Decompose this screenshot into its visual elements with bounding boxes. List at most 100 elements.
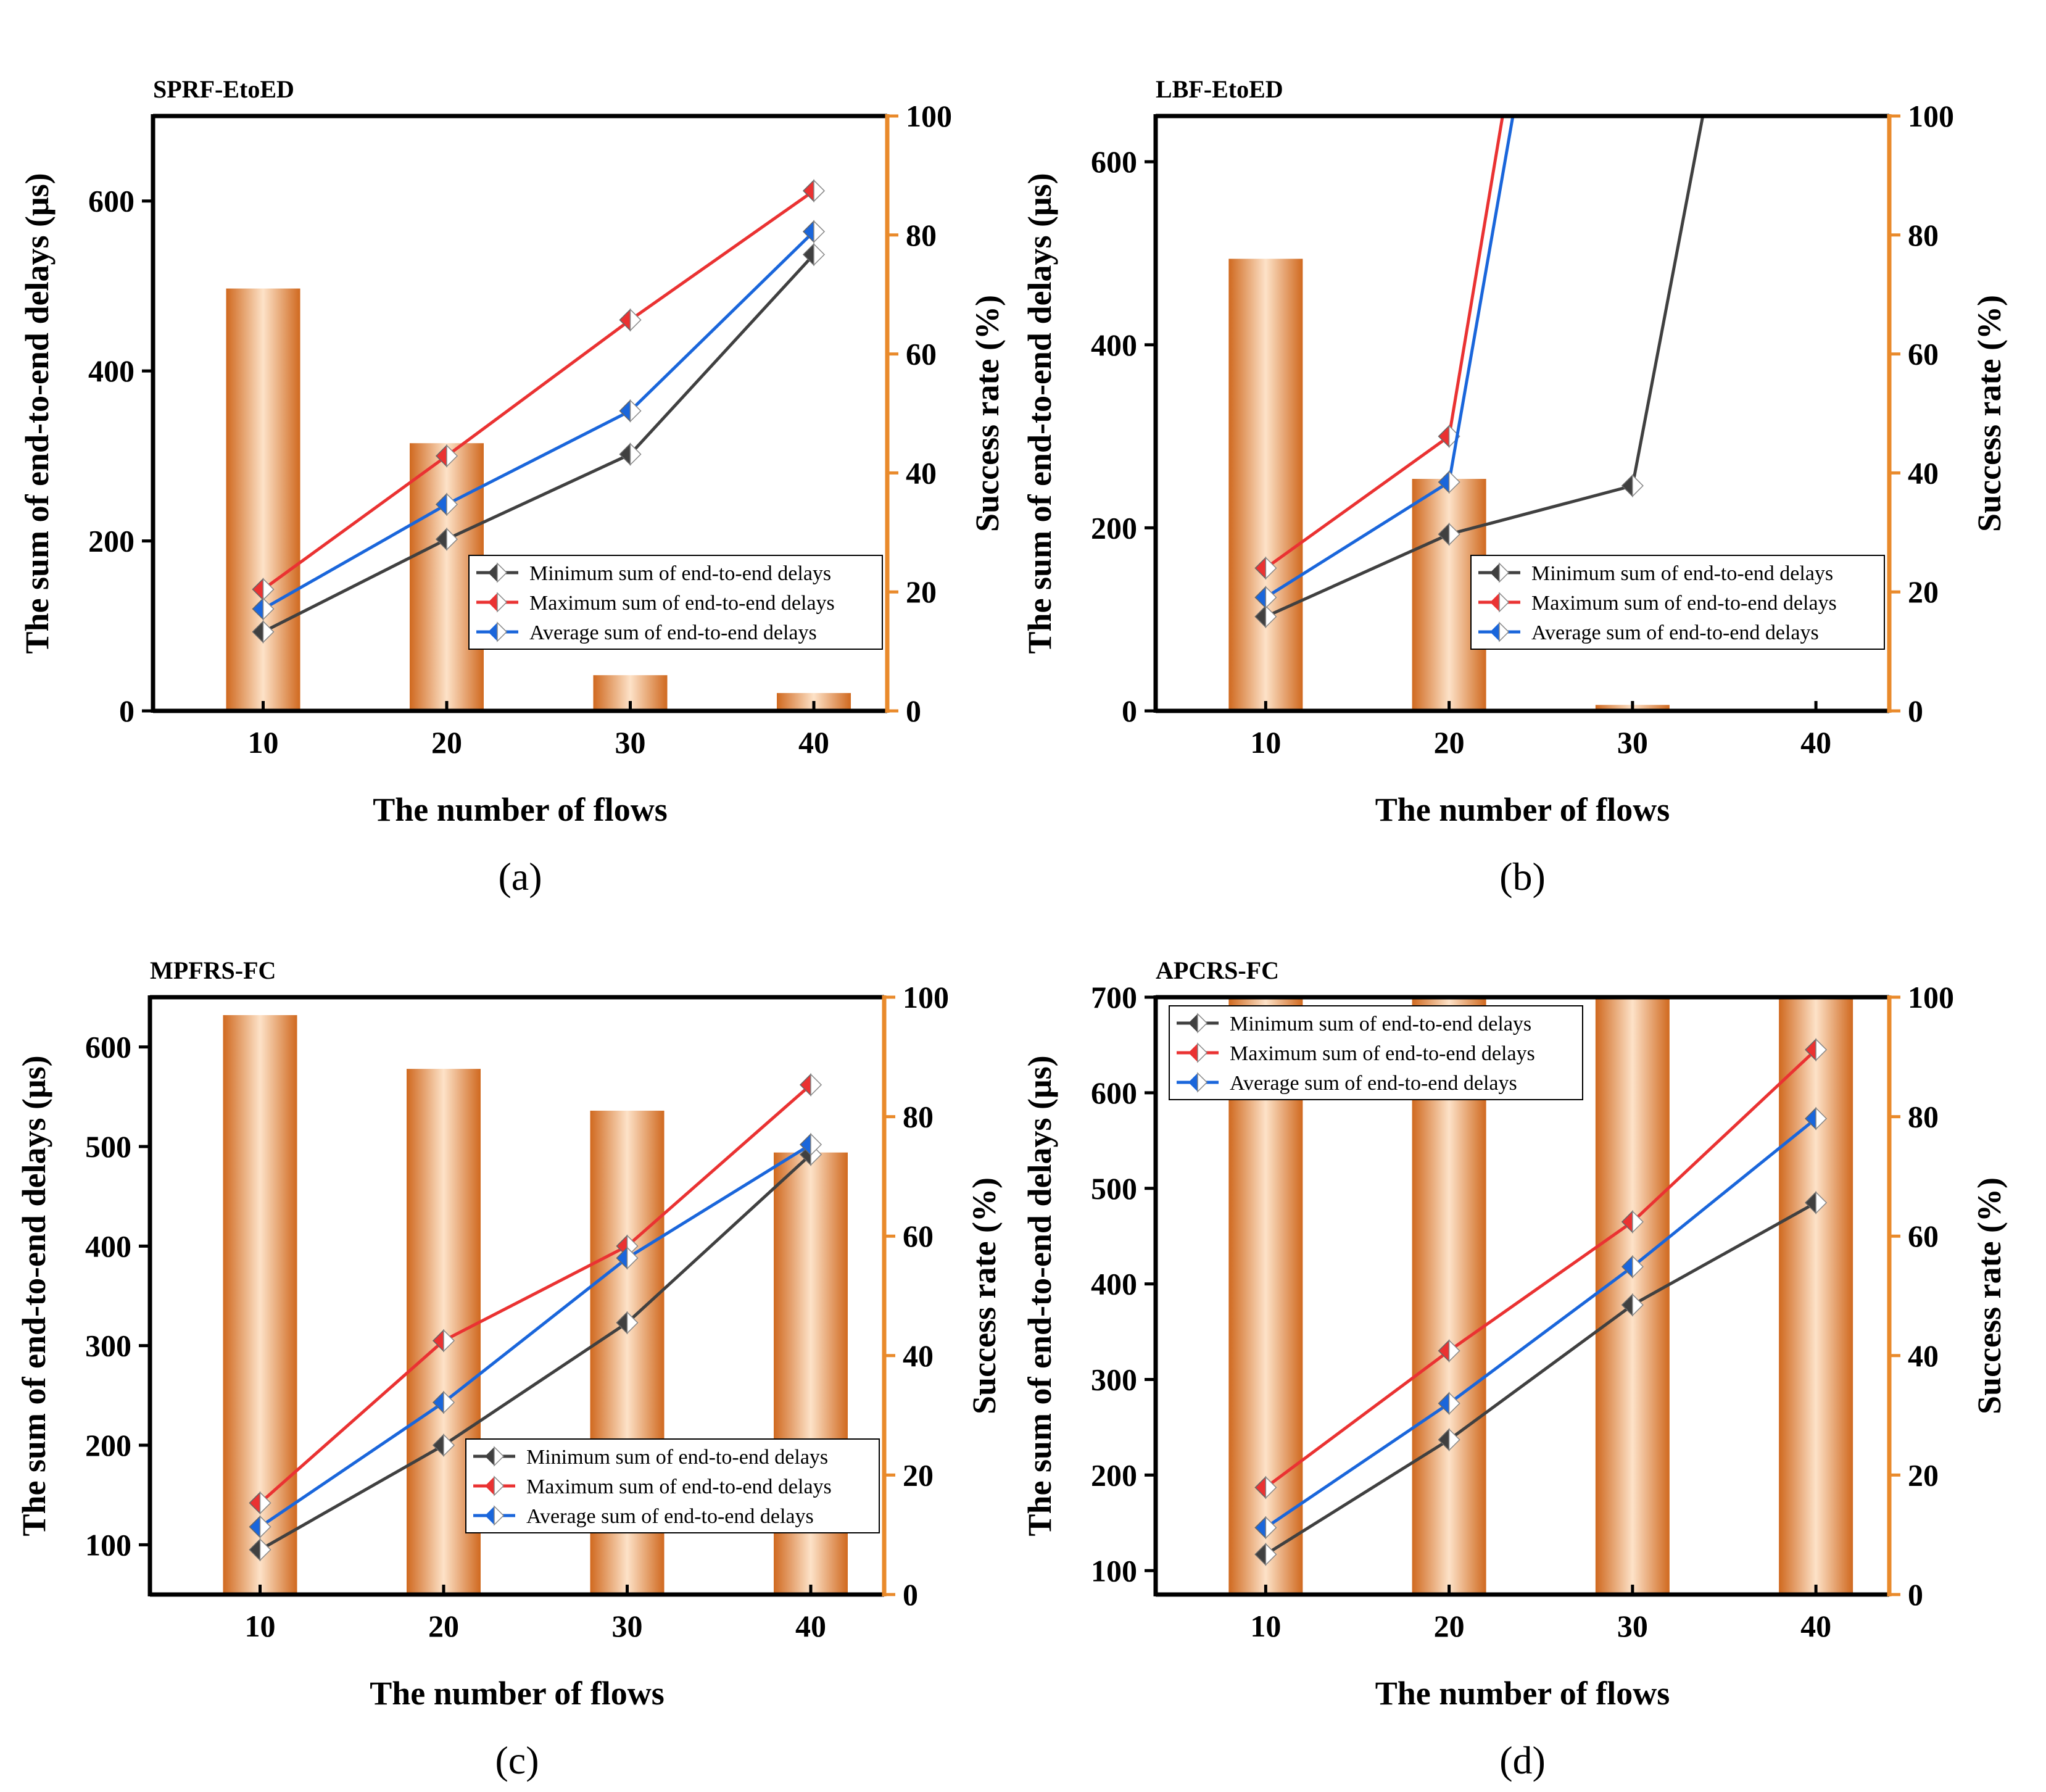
y2-tick-label: 0 <box>1908 1577 1923 1612</box>
y2-tick-label: 100 <box>906 99 952 133</box>
series-lines <box>252 179 826 644</box>
x-tick-label: 20 <box>1434 1609 1465 1643</box>
series-1-point-30 <box>616 1311 639 1335</box>
y2-tick-label: 60 <box>1908 1219 1939 1253</box>
series-line-1 <box>1265 116 1705 618</box>
series-lines <box>249 1073 822 1562</box>
y2-tick-label: 80 <box>903 1100 934 1134</box>
series-3-point-10 <box>252 597 275 621</box>
y-tick-label: 400 <box>88 354 135 388</box>
y2-tick-label: 60 <box>1908 337 1939 371</box>
y-tick-label: 400 <box>1091 328 1137 362</box>
x-tick-label: 40 <box>1800 725 1831 760</box>
series-2-point-20 <box>432 1329 455 1353</box>
y-tick-label: 200 <box>85 1428 131 1462</box>
x-tick-label: 10 <box>1250 725 1281 760</box>
series-2-point-30 <box>619 308 642 332</box>
panel-title: SPRF-EtoED <box>153 75 294 103</box>
series-line-2 <box>262 189 815 591</box>
chart-panel-1: 10 20 30 400200400600020406080100SPRF-EtoED… <box>19 75 1006 898</box>
bars <box>1228 259 1670 711</box>
series-line-2 <box>1264 116 1504 570</box>
series-2-point-10 <box>249 1491 271 1515</box>
series-line-2 <box>259 1084 812 1504</box>
legend-item-3: Average sum of end-to-end delays <box>473 1505 814 1528</box>
y-tick-label: 200 <box>1091 510 1137 545</box>
legend-item-2: Maximum sum of end-to-end delays <box>476 592 835 615</box>
series-lines <box>1254 116 1705 629</box>
y-tick-label: 600 <box>85 1030 131 1064</box>
panel-title: APCRS-FC <box>1156 956 1279 984</box>
y2-tick-label: 100 <box>1908 980 1954 1014</box>
legend-item-1: Minimum sum of end-to-end delays <box>1177 1013 1531 1035</box>
x-tick-label: 30 <box>615 725 646 760</box>
y-axis-title: The sum of end-to-end delays (μs) <box>1021 173 1058 653</box>
legend-label: Maximum sum of end-to-end delays <box>529 592 835 615</box>
chart-panel-4: 10 20 30 40 100 200 300 400 500 600 700 0 20 40 60 80 10… <box>1021 956 2008 1782</box>
series-3-point-10 <box>249 1515 271 1539</box>
series-2-point-10 <box>252 578 275 601</box>
y2-tick-label: 20 <box>906 575 937 609</box>
y-tick-label: 700 <box>1091 980 1137 1014</box>
legend-item-3: Average sum of end-to-end delays <box>476 621 817 644</box>
y2-tick-label: 40 <box>1908 455 1939 490</box>
legend-label: Maximum sum of end-to-end delays <box>1531 592 1837 615</box>
series-2-point-20 <box>1438 425 1460 448</box>
y-tick-label: 500 <box>85 1129 131 1164</box>
legend-item-1: Minimum sum of end-to-end delays <box>473 1446 828 1469</box>
legend-item-2: Maximum sum of end-to-end delays <box>1177 1042 1535 1065</box>
legend-item-1: Minimum sum of end-to-end delays <box>476 562 831 585</box>
series-1-point-10 <box>249 1538 271 1562</box>
y2-tick-label: 80 <box>906 218 937 252</box>
x-axis-title: The number of flows <box>1375 791 1670 828</box>
bar-10 <box>226 288 300 711</box>
series-line-1 <box>1265 1201 1817 1556</box>
series-1-point-10 <box>1254 1543 1277 1566</box>
series-line-1 <box>259 1153 812 1551</box>
series-1-point-10 <box>1254 605 1277 629</box>
legend-label: Maximum sum of end-to-end delays <box>526 1475 832 1498</box>
legend-label: Minimum sum of end-to-end delays <box>1230 1013 1531 1035</box>
series-3-point-10 <box>1254 586 1277 609</box>
x-tick-label: 30 <box>1617 725 1648 760</box>
y-tick-label: 200 <box>88 524 135 558</box>
y2-tick-label: 0 <box>1908 694 1923 728</box>
legend-item-2: Maximum sum of end-to-end delays <box>1478 592 1837 615</box>
series-line-1 <box>262 253 815 634</box>
legend-item-2: Maximum sum of end-to-end delays <box>473 1475 832 1498</box>
y-axis-title: The sum of end-to-end delays (μs) <box>19 173 56 653</box>
y-tick-label: 0 <box>119 694 135 728</box>
y-tick-label: 0 <box>1122 694 1137 728</box>
series-2-point-20 <box>435 444 458 468</box>
legend-label: Average sum of end-to-end delays <box>526 1505 814 1528</box>
y2-tick-label: 40 <box>903 1338 934 1373</box>
series-1-point-20 <box>432 1433 455 1457</box>
y2-axis-title: Success rate (%) <box>1971 1177 2008 1414</box>
y2-axis-title: Success rate (%) <box>1971 295 2008 532</box>
chart-panel-3: 10 20 30 40 100 200 300 400 500 600 0 20 40 60 80 100 MP… <box>15 956 1003 1782</box>
series-line-2 <box>1264 1048 1817 1489</box>
y2-tick-label: 100 <box>903 980 949 1014</box>
series-line-3 <box>1265 116 1515 599</box>
series-3-point-40 <box>802 220 826 244</box>
x-tick-label: 30 <box>612 1609 643 1643</box>
series-3-point-20 <box>432 1390 455 1414</box>
series-line-3 <box>259 1143 812 1529</box>
x-axis-title: The number of flows <box>1375 1675 1670 1712</box>
legend-label: Average sum of end-to-end delays <box>1531 621 1819 644</box>
y2-tick-label: 40 <box>906 455 937 490</box>
legend-label: Minimum sum of end-to-end delays <box>526 1446 828 1469</box>
series-2-point-20 <box>1438 1339 1460 1363</box>
bar-40 <box>1779 997 1853 1595</box>
bar-10 <box>1228 259 1303 711</box>
legend-label: Average sum of end-to-end delays <box>1230 1072 1517 1095</box>
panel-caption: (a) <box>498 855 542 898</box>
x-tick-label: 40 <box>795 1609 826 1643</box>
series-1-point-40 <box>1805 1191 1828 1214</box>
series-1-point-20 <box>1438 1428 1460 1451</box>
x-tick-label: 10 <box>245 1609 276 1643</box>
y-tick-label: 200 <box>1091 1458 1137 1492</box>
y-tick-label: 600 <box>88 184 135 218</box>
legend: Minimum sum of end-to-end delays Maximum … <box>465 1438 880 1533</box>
